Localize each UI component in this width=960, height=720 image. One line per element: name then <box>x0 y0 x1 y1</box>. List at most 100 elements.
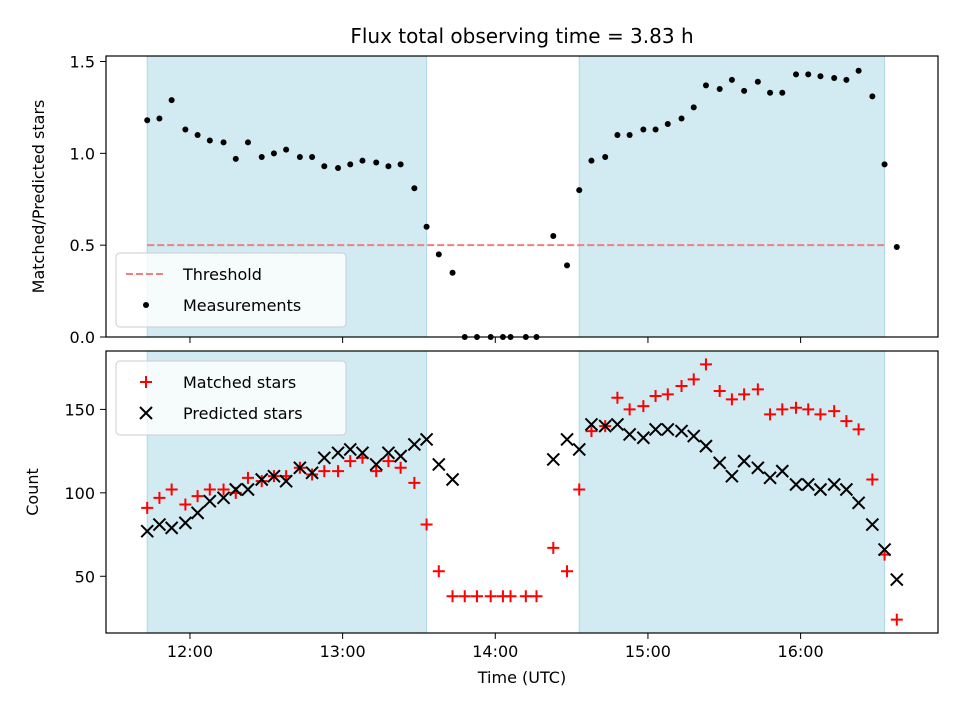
data-point <box>446 590 459 603</box>
data-point <box>385 163 392 170</box>
data-point <box>279 474 293 488</box>
series-measurements <box>144 67 900 340</box>
legend-box <box>115 360 347 436</box>
data-point <box>182 126 189 133</box>
data-point <box>890 613 903 626</box>
data-point <box>687 373 700 386</box>
data-point <box>255 475 268 488</box>
data-point <box>140 524 154 538</box>
data-point <box>712 456 727 470</box>
data-point <box>793 71 800 78</box>
data-point <box>737 454 751 468</box>
data-point <box>393 449 408 463</box>
data-point <box>588 157 595 164</box>
data-point <box>738 388 751 401</box>
y-axis-label: Count <box>23 468 42 516</box>
data-point <box>164 521 179 535</box>
data-point <box>687 429 701 443</box>
legend-swatch <box>140 376 152 388</box>
data-point <box>382 455 395 468</box>
data-point <box>560 432 574 447</box>
data-point <box>470 590 483 603</box>
y-tick-label: 1.0 <box>70 144 95 163</box>
data-point <box>598 419 612 433</box>
data-point <box>321 163 328 170</box>
data-point <box>194 131 201 138</box>
data-point <box>852 423 865 436</box>
data-point <box>573 483 586 496</box>
y-tick-label: 1.5 <box>70 53 95 72</box>
data-point <box>751 461 765 475</box>
legend-label: Threshold <box>182 265 262 284</box>
data-point <box>779 89 786 96</box>
data-point <box>741 87 748 94</box>
y-tick-label: 0.5 <box>70 236 95 255</box>
x-tick-label: 12:00 <box>167 642 213 661</box>
data-point <box>843 76 850 83</box>
data-point <box>546 452 561 467</box>
data-point <box>168 97 175 104</box>
data-point <box>283 146 290 153</box>
data-point <box>890 572 904 587</box>
data-point <box>432 565 445 578</box>
data-point <box>220 139 227 146</box>
data-point <box>790 401 803 414</box>
data-point <box>344 455 357 468</box>
series-predicted-stars <box>140 417 904 587</box>
data-point <box>713 385 726 398</box>
data-point <box>306 468 319 481</box>
data-point <box>332 465 345 478</box>
data-point <box>458 590 471 603</box>
data-point <box>754 78 761 85</box>
data-point <box>652 126 659 133</box>
data-point <box>636 431 651 445</box>
data-point <box>661 388 674 401</box>
data-point <box>419 432 434 447</box>
data-point <box>369 457 383 472</box>
shaded-interval <box>578 350 886 634</box>
data-point <box>564 262 571 269</box>
data-point <box>381 446 396 460</box>
data-point <box>649 390 662 403</box>
data-point <box>178 516 193 530</box>
data-point <box>423 223 430 230</box>
data-point <box>776 403 789 416</box>
data-point <box>893 244 900 251</box>
data-point <box>397 161 404 168</box>
data-point <box>293 461 307 475</box>
data-point <box>855 67 862 74</box>
data-point <box>640 126 647 133</box>
data-point <box>449 269 456 276</box>
data-point <box>699 439 713 453</box>
y-tick-label: 0.0 <box>70 328 95 347</box>
y-axis-label: Matched/Predicted stars <box>29 100 48 294</box>
data-point <box>802 403 815 416</box>
data-point <box>420 518 433 531</box>
count-panel: 12:00 13:00 14:00 15:00 16:00 50 100 150 Count Ti… <box>23 350 939 687</box>
data-point <box>675 380 688 393</box>
data-point <box>602 154 609 161</box>
plot-frame <box>105 350 939 634</box>
data-point <box>347 161 354 168</box>
data-point <box>702 82 709 89</box>
data-point <box>814 408 827 421</box>
data-point <box>317 451 332 465</box>
x-tick-label: 14:00 <box>472 642 518 661</box>
data-point <box>179 498 192 511</box>
data-point <box>831 75 838 82</box>
shaded-interval <box>578 55 886 338</box>
legend-label: Matched stars <box>183 373 296 392</box>
data-point <box>373 159 380 166</box>
data-point <box>241 471 254 484</box>
x-tick-label: 15:00 <box>625 642 671 661</box>
data-point <box>331 446 345 460</box>
y-tick-label: 150 <box>64 400 95 419</box>
data-point <box>789 477 803 492</box>
data-point <box>584 417 599 432</box>
data-point <box>296 154 303 161</box>
data-point <box>530 590 543 603</box>
data-point <box>359 157 366 164</box>
data-point <box>690 104 697 111</box>
data-point <box>674 424 689 438</box>
